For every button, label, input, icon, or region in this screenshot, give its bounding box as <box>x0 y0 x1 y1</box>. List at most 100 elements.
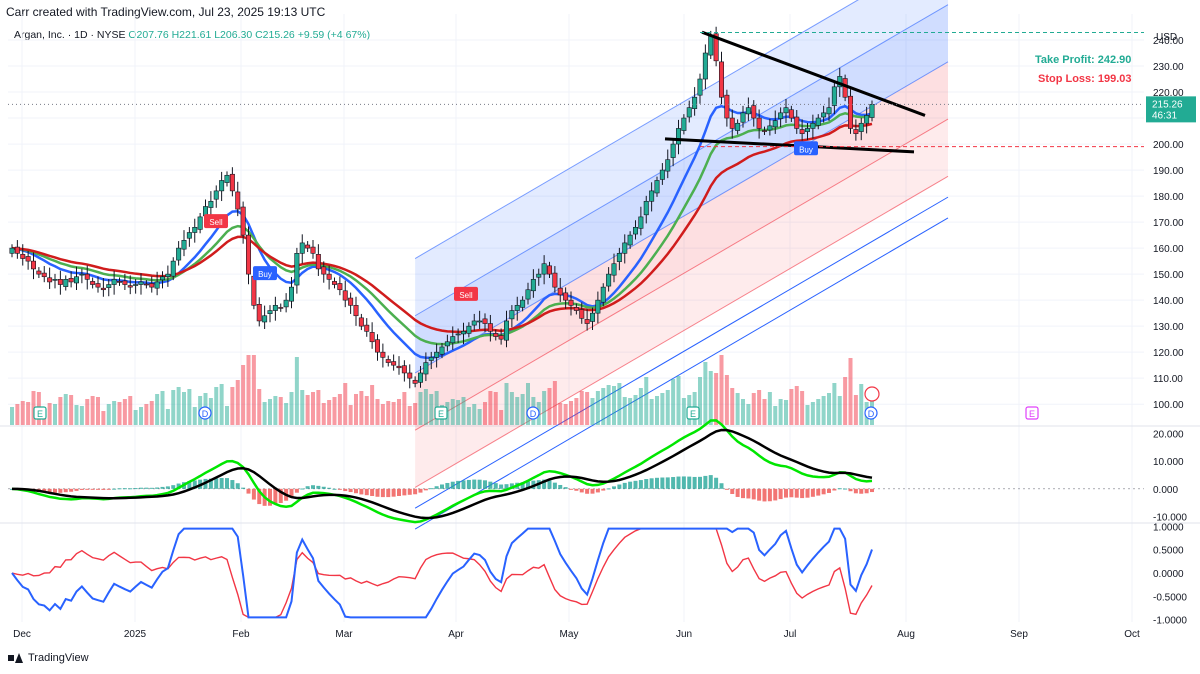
take-profit-label: Take Profit: 242.90 <box>1035 54 1132 66</box>
candle-body <box>616 253 622 262</box>
macd-histogram-bar <box>676 476 681 489</box>
volume-bar <box>477 409 482 425</box>
candle-body <box>627 234 633 246</box>
macd-histogram-bar <box>413 488 418 495</box>
candle-body <box>783 107 789 114</box>
candle-body <box>342 290 348 301</box>
osc-tick-label: -1.0000 <box>1153 616 1187 627</box>
volume-bar <box>767 392 772 425</box>
candle-body <box>713 33 719 62</box>
macd-histogram-bar <box>316 485 321 489</box>
volume-bar <box>563 404 568 425</box>
macd-histogram-bar <box>542 479 547 489</box>
earnings-marker-icon: E <box>1025 406 1039 420</box>
macd-histogram-bar <box>837 488 842 490</box>
candle-body <box>563 292 569 301</box>
candle-body <box>520 299 526 308</box>
candle-body <box>25 256 31 262</box>
time-tick-label: Dec <box>13 629 31 640</box>
volume-bar <box>429 394 434 425</box>
macd-histogram-bar <box>187 481 192 489</box>
candle-body <box>358 317 364 327</box>
volume-bar <box>268 399 272 425</box>
candle-body <box>380 351 386 358</box>
candle-body <box>477 320 483 323</box>
macd-histogram-bar <box>176 483 181 489</box>
split-alert-icon <box>864 386 880 402</box>
volume-bar <box>676 376 681 425</box>
volume-bar <box>773 406 778 425</box>
candle-body <box>724 94 730 119</box>
candle-body <box>794 116 800 129</box>
macd-histogram-bar <box>703 475 708 489</box>
candle-body <box>493 333 499 337</box>
macd-tick-label: 0.000 <box>1153 485 1178 496</box>
macd-histogram-bar <box>418 488 423 493</box>
volume-bar <box>294 357 299 425</box>
volume-bar <box>354 394 358 425</box>
event-letter: E <box>690 409 696 419</box>
macd-histogram-bar <box>47 488 52 493</box>
macd-histogram-bar <box>708 475 713 489</box>
candle-body <box>197 216 203 230</box>
candle-body <box>718 61 724 98</box>
macd-histogram-bar <box>58 488 63 493</box>
volume-bar <box>504 383 509 425</box>
volume-bar <box>418 392 423 425</box>
macd-signal-line <box>11 428 873 520</box>
candle-body <box>482 318 488 324</box>
macd-histogram-bar <box>719 483 724 489</box>
upper-mid-band <box>415 4 948 373</box>
volume-bar <box>101 411 106 425</box>
macd-histogram-bar <box>681 476 686 489</box>
volume-bar <box>622 397 627 425</box>
macd-histogram-bar <box>848 488 853 492</box>
candle-body <box>176 247 182 261</box>
header-title: Carr created with TradingView.com, Jul 2… <box>6 5 326 19</box>
oscillator-blue-line <box>11 527 873 619</box>
candle-body <box>30 260 36 270</box>
macd-histogram-bar <box>767 488 772 502</box>
candle-body <box>262 315 268 323</box>
volume-bar <box>300 390 305 425</box>
volume-bar <box>644 377 649 425</box>
volume-bar <box>730 388 735 425</box>
macd-histogram-bar <box>816 488 821 496</box>
volume-bar <box>106 404 111 425</box>
macd-histogram-bar <box>558 484 563 489</box>
symbol-name[interactable]: Argan, Inc. · 1D · NYSE <box>14 29 126 41</box>
candle-body <box>235 191 241 210</box>
candle-body <box>761 130 767 132</box>
candle-body <box>369 332 375 343</box>
osc-tick-label: 0.5000 <box>1153 546 1184 557</box>
macd-histogram-bar <box>746 488 751 499</box>
price-tick-label: 230.00 <box>1153 62 1184 73</box>
candle-body <box>745 107 751 115</box>
macd-histogram-bar <box>520 482 525 489</box>
time-tick-label: Oct <box>1124 629 1140 640</box>
macd-histogram-bar <box>305 486 310 489</box>
osc-tick-label: -0.5000 <box>1153 592 1187 603</box>
candle-body <box>90 281 96 285</box>
macd-histogram-bar <box>579 488 584 493</box>
candle-body <box>391 361 397 366</box>
volume-bar <box>859 384 864 425</box>
volume-bar <box>214 387 219 425</box>
volume-bar <box>171 390 176 425</box>
candle-body <box>632 227 638 235</box>
earnings-badge <box>686 406 700 420</box>
candle-body <box>444 341 450 347</box>
macd-histogram-bar <box>810 488 815 497</box>
volume-bar <box>628 398 633 425</box>
macd-histogram-bar <box>547 480 552 489</box>
candle-body <box>321 266 327 275</box>
earnings-marker-icon: E <box>686 406 700 420</box>
macd-histogram-bar <box>741 488 745 499</box>
volume-bar <box>20 401 25 425</box>
candle-body <box>853 129 859 134</box>
channel-line <box>414 118 949 431</box>
volume-bar <box>617 383 622 425</box>
volume-bar <box>789 389 794 425</box>
volume-bar <box>117 402 122 425</box>
